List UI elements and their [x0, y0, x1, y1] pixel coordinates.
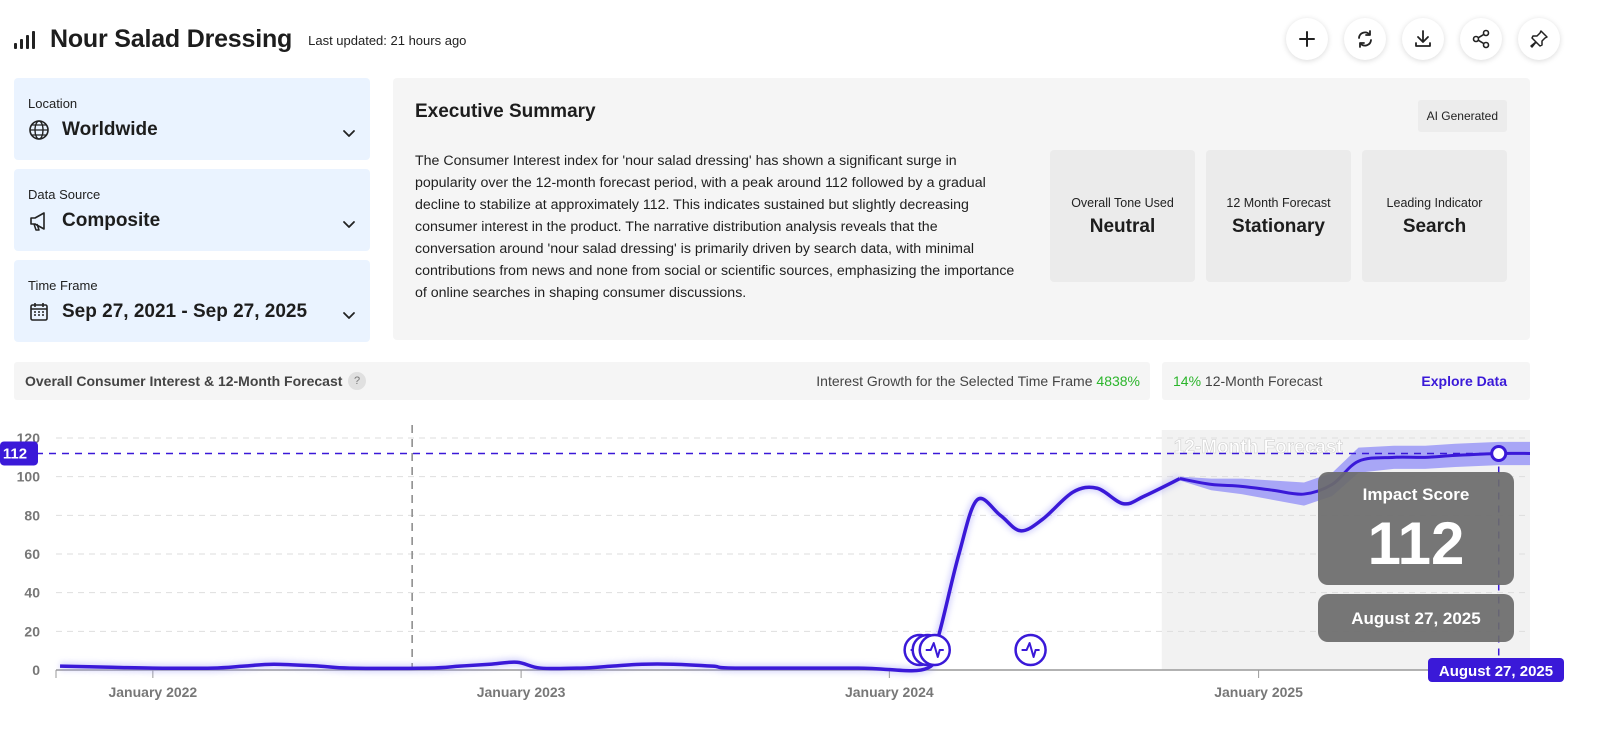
- last-updated: Last updated: 21 hours ago: [308, 33, 467, 48]
- x-tick-label: January 2023: [477, 684, 566, 700]
- forecast-region-label: 12-Month Forecast: [1174, 437, 1344, 458]
- stat-tone: Overall Tone Used Neutral: [1050, 150, 1195, 282]
- data-source-value: Composite: [62, 210, 161, 231]
- x-tick-label: January 2025: [1214, 684, 1303, 700]
- time-frame-value: Sep 27, 2021 - Sep 27, 2025: [62, 301, 308, 322]
- time-frame-filter[interactable]: Time Frame Sep 27, 2021 - Sep 27, 2025: [14, 260, 370, 342]
- download-button[interactable]: [1402, 18, 1444, 60]
- highlight-point: [1490, 444, 1508, 462]
- pin-icon: [1530, 30, 1548, 48]
- ai-generated-badge: AI Generated: [1417, 100, 1507, 132]
- highlight-date-badge: [1428, 658, 1564, 682]
- help-icon[interactable]: ?: [348, 372, 366, 390]
- x-tick-label: January 2024: [845, 684, 934, 700]
- chevron-down-icon: [343, 221, 355, 228]
- megaphone-icon: [28, 210, 50, 232]
- data-source-label: Data Source: [28, 187, 101, 202]
- page-title: Nour Salad Dressing: [50, 24, 293, 53]
- event-icon: [1014, 633, 1047, 667]
- forecast-summary: 14% 12-Month Forecast: [1173, 373, 1322, 389]
- impact-score-value: 112: [1368, 510, 1465, 577]
- impact-date-label: August 27, 2025: [1351, 609, 1480, 628]
- location-filter[interactable]: Location Worldwide: [14, 78, 370, 160]
- growth-label: Interest Growth for the Selected Time Fr…: [816, 373, 1093, 389]
- chart-header: Overall Consumer Interest & 12-Month For…: [14, 362, 1150, 400]
- location-value: Worldwide: [62, 119, 158, 140]
- explore-data-link[interactable]: Explore Data: [1421, 373, 1507, 389]
- y-tick-label: 80: [24, 507, 40, 523]
- pulse-icon: [1021, 642, 1040, 658]
- y-tick-label: 20: [24, 623, 40, 639]
- time-frame-label: Time Frame: [28, 278, 98, 293]
- forecast-header: 14% 12-Month Forecast Explore Data: [1162, 362, 1530, 400]
- signal-bars-icon: [14, 29, 36, 49]
- executive-summary-card: Executive Summary AI Generated The Consu…: [393, 78, 1530, 340]
- summary-title: Executive Summary: [415, 101, 596, 122]
- y-tick-label: 100: [17, 469, 41, 485]
- stat-leading-indicator: Leading Indicator Search: [1362, 150, 1507, 282]
- stat-value: Search: [1402, 216, 1467, 237]
- highlight-date-label: August 27, 2025: [1439, 663, 1553, 680]
- calendar-icon: [28, 301, 50, 323]
- plus-icon: [1299, 31, 1315, 47]
- globe-icon: [28, 119, 50, 141]
- reference-badge: [0, 441, 38, 466]
- page-header: Nour Salad Dressing Last updated: 21 hou…: [14, 18, 1570, 60]
- pulse-icon: [925, 642, 944, 658]
- data-source-filter[interactable]: Data Source Composite: [14, 169, 370, 251]
- growth-value: 4838%: [1096, 373, 1140, 389]
- impact-score-label: Impact Score: [1363, 485, 1470, 504]
- interest-growth: Interest Growth for the Selected Time Fr…: [816, 373, 1140, 389]
- chart-title: Overall Consumer Interest & 12-Month For…: [25, 373, 343, 389]
- x-tick-label: January 2022: [108, 684, 197, 700]
- impact-date-box: [1318, 594, 1514, 642]
- y-tick-label: 40: [24, 585, 40, 601]
- y-tick-label: 60: [24, 546, 40, 562]
- stat-value: Stationary: [1232, 216, 1325, 237]
- chevron-down-icon: [343, 130, 355, 137]
- pin-button[interactable]: [1518, 18, 1560, 60]
- forecast-value: 14%: [1173, 373, 1202, 389]
- stat-label: Overall Tone Used: [1071, 196, 1174, 210]
- forecast-label: 12-Month Forecast: [1204, 373, 1323, 389]
- share-button[interactable]: [1460, 18, 1502, 60]
- refresh-icon: [1358, 30, 1372, 48]
- header-actions: [1286, 18, 1560, 60]
- impact-score-box: [1318, 472, 1514, 585]
- event-icon: [918, 633, 952, 667]
- stat-forecast: 12 Month Forecast Stationary: [1206, 150, 1351, 282]
- history-line: [59, 477, 1181, 673]
- refresh-button[interactable]: [1344, 18, 1386, 60]
- chevron-down-icon: [343, 312, 355, 319]
- stat-label: 12 Month Forecast: [1226, 196, 1331, 210]
- download-icon: [1415, 30, 1431, 47]
- stat-value: Neutral: [1089, 216, 1156, 237]
- reference-label: 112: [3, 445, 27, 462]
- y-tick-label: 0: [32, 662, 40, 678]
- summary-text: The Consumer Interest index for 'nour sa…: [415, 153, 1015, 301]
- add-button[interactable]: [1286, 18, 1328, 60]
- share-icon: [1472, 29, 1490, 49]
- location-label: Location: [28, 96, 78, 111]
- history-glow: [59, 475, 1182, 675]
- stat-label: Leading Indicator: [1386, 196, 1483, 210]
